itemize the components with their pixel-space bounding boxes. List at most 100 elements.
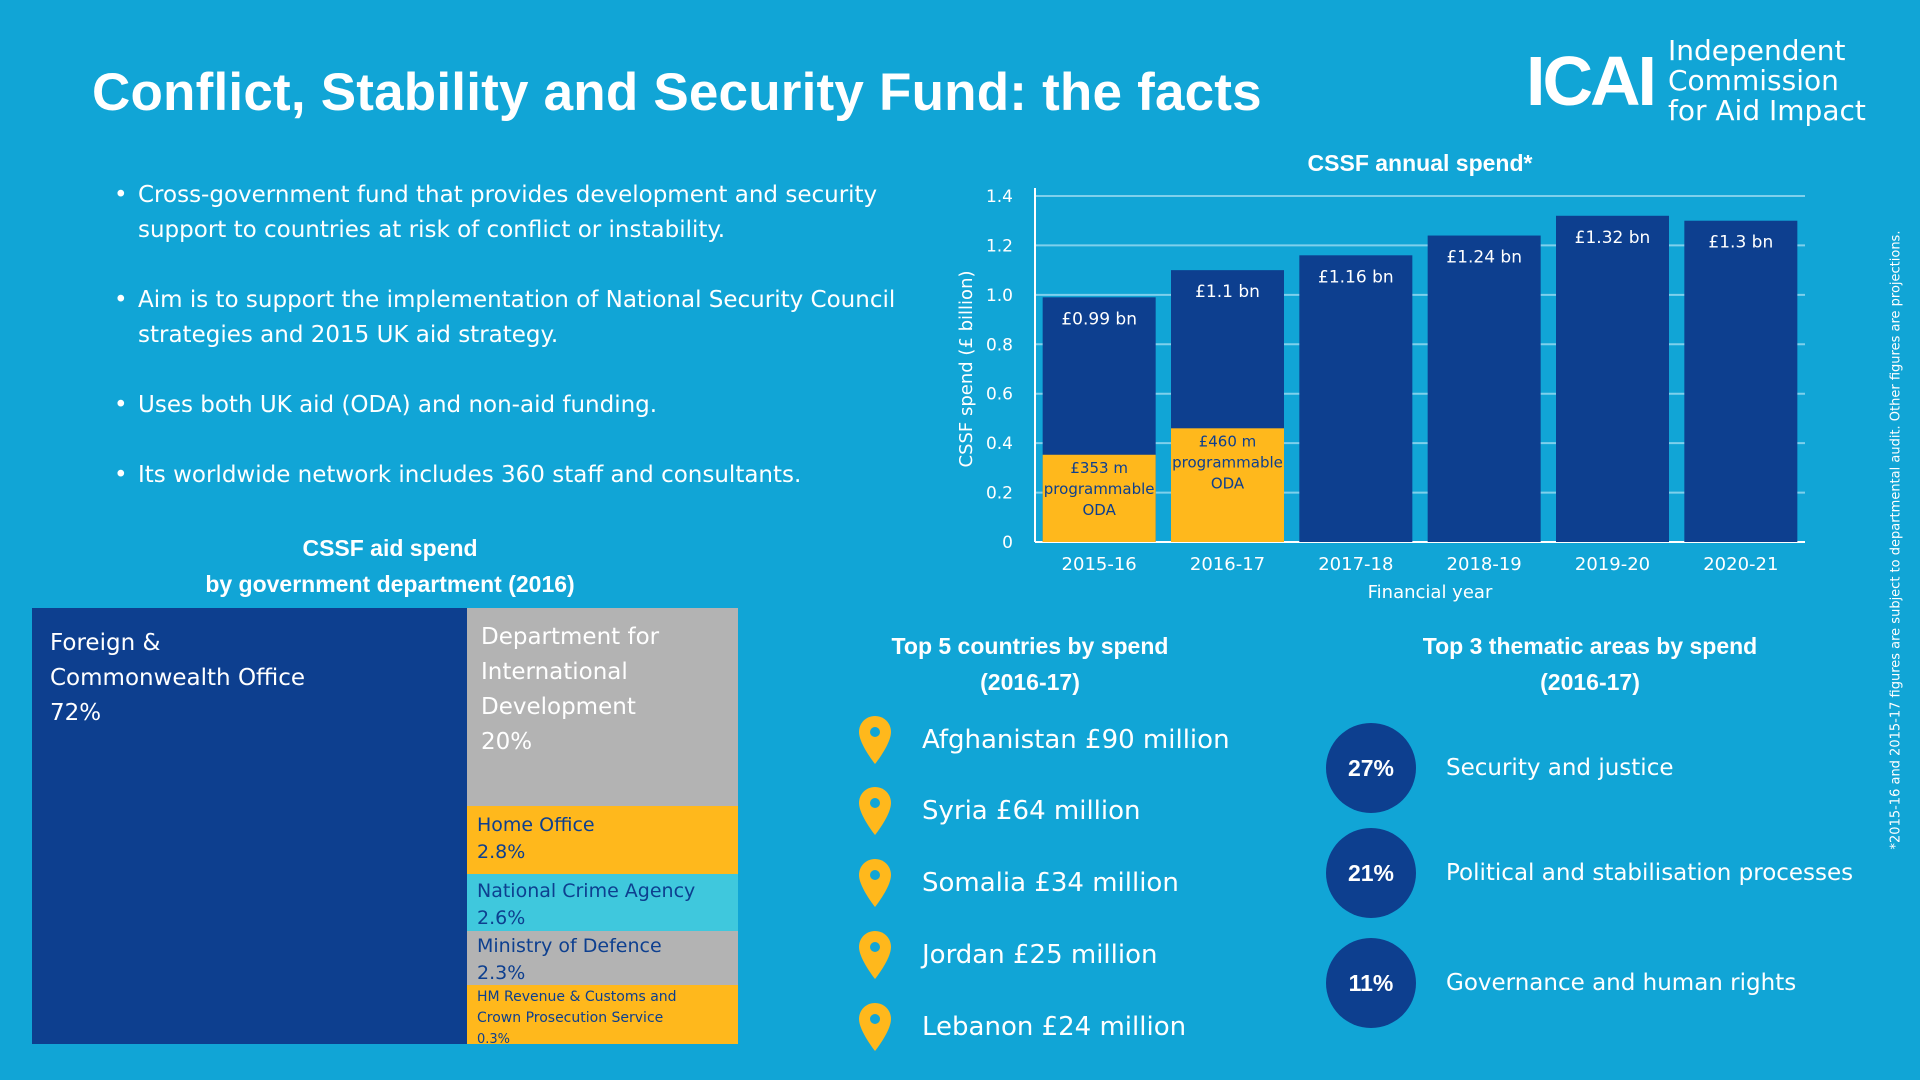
icai-logo-text: Independent Commission for Aid Impact xyxy=(1668,36,1866,126)
treemap-cell-percent: 2.6% xyxy=(477,907,526,929)
y-axis-title: CSSF spend (£ billion) xyxy=(956,271,977,468)
treemap-cell-label: Development xyxy=(481,694,636,720)
treemap-cell: Department for International Development 20… xyxy=(467,608,738,806)
oda-label: programmable xyxy=(1044,480,1155,498)
country-label: Lebanon £24 million xyxy=(922,1012,1187,1042)
oda-label: £460 m xyxy=(1199,432,1257,450)
bar-total xyxy=(1299,255,1413,543)
y-tick-label: 1.2 xyxy=(986,236,1013,256)
treemap-cell-label: Foreign & xyxy=(50,630,161,656)
logo-line: for Aid Impact xyxy=(1668,94,1866,127)
country-item: Syria £64 million xyxy=(858,786,1141,836)
country-item: Afghanistan £90 million xyxy=(858,715,1230,765)
bar-value-label: £0.99 bn xyxy=(1061,309,1137,329)
oda-label: ODA xyxy=(1211,474,1245,492)
themes-title-line: (2016-17) xyxy=(1540,669,1640,695)
treemap-cell-percent: 2.3% xyxy=(477,962,526,984)
countries-title-line: (2016-17) xyxy=(980,669,1080,695)
map-pin-icon xyxy=(859,787,891,835)
bar-value-label: £1.1 bn xyxy=(1195,282,1260,302)
theme-percent-badge: 27% xyxy=(1326,723,1416,813)
treemap-title-line: by government department (2016) xyxy=(205,571,575,597)
theme-label: Political and stabilisation processes xyxy=(1446,860,1854,886)
treemap-cell: HM Revenue & Customs and Crown Prosecutio… xyxy=(467,985,738,1047)
treemap-cell-label: National Crime Agency xyxy=(477,880,696,902)
y-tick-label: 0.4 xyxy=(986,434,1013,454)
treemap-cell: Home Office 2.8% xyxy=(467,806,738,874)
map-pin-icon xyxy=(859,859,891,907)
treemap-cell-label: Home Office xyxy=(477,814,595,836)
bar-total xyxy=(1427,235,1541,542)
bar-programmable-oda xyxy=(1171,428,1284,542)
treemap-cell-label: Department for xyxy=(481,624,660,650)
logo-line: Independent xyxy=(1668,34,1846,67)
y-tick-label: 0.2 xyxy=(986,484,1013,504)
treemap-cell-percent: 20% xyxy=(481,729,533,755)
treemap-cell-percent: 72% xyxy=(50,700,102,726)
fact-item: Uses both UK aid (ODA) and non-aid fundi… xyxy=(110,388,950,423)
treemap-title-line: CSSF aid spend xyxy=(302,535,478,561)
country-label: Syria £64 million xyxy=(922,796,1141,826)
countries-title-line: Top 5 countries by spend xyxy=(891,633,1169,659)
theme-item: 27% Security and justice xyxy=(1326,723,1674,813)
themes-title-line: Top 3 thematic areas by spend xyxy=(1422,633,1758,659)
y-tick-label: 1.4 xyxy=(986,187,1013,207)
treemap-cell-label: Crown Prosecution Service xyxy=(477,1010,664,1026)
y-tick-label: 0.6 xyxy=(986,385,1013,405)
bar-value-label: £1.32 bn xyxy=(1575,228,1651,248)
countries-title: Top 5 countries by spend (2016-17) xyxy=(840,628,1220,700)
theme-item: 11% Governance and human rights xyxy=(1326,938,1796,1028)
oda-label: programmable xyxy=(1172,453,1283,471)
treemap-cell-label: Ministry of Defence xyxy=(477,935,662,957)
bar-value-label: £1.16 bn xyxy=(1318,267,1394,287)
treemap-cell-label: International xyxy=(481,659,628,685)
facts-list: Cross-government fund that provides deve… xyxy=(110,178,950,528)
fact-item: Its worldwide network includes 360 staff… xyxy=(110,458,950,493)
theme-percent-badge: 11% xyxy=(1326,938,1416,1028)
y-tick-label: 0 xyxy=(1002,533,1013,553)
theme-label: Governance and human rights xyxy=(1446,970,1797,996)
country-label: Afghanistan £90 million xyxy=(922,725,1230,755)
fact-item: Aim is to support the implementation of … xyxy=(110,283,950,353)
page-title: Conflict, Stability and Security Fund: t… xyxy=(92,63,1262,122)
bar-total xyxy=(1684,220,1798,542)
chart-title: CSSF annual spend* xyxy=(1307,150,1533,176)
treemap-cell-label: HM Revenue & Customs and xyxy=(477,989,677,1005)
treemap-cell-percent: 0.3% xyxy=(477,1032,511,1047)
department-treemap: Foreign & Commonwealth Office 72% Departmen… xyxy=(32,608,738,1047)
country-item: Lebanon £24 million xyxy=(858,1002,1186,1052)
bar-value-label: £1.3 bn xyxy=(1708,233,1773,253)
x-tick-label: 2018-19 xyxy=(1447,554,1522,575)
map-pin-icon xyxy=(859,931,891,979)
footnote: *2015-16 and 2015-17 figures are subject… xyxy=(1888,230,1904,850)
map-pin-icon xyxy=(859,1003,891,1051)
theme-percent-badge: 21% xyxy=(1326,828,1416,918)
x-tick-label: 2017-18 xyxy=(1318,554,1393,575)
treemap-cell: Ministry of Defence 2.3% xyxy=(467,931,738,985)
bar-total xyxy=(1556,215,1669,542)
treemap-cell: National Crime Agency 2.6% xyxy=(467,874,738,931)
country-item: Somalia £34 million xyxy=(858,858,1179,908)
icai-logo-mark: ICAI xyxy=(1526,42,1657,120)
x-axis-title: Financial year xyxy=(1368,582,1493,603)
y-tick-label: 0.8 xyxy=(986,335,1013,355)
logo-line: Commission xyxy=(1668,64,1839,97)
x-tick-label: 2019-20 xyxy=(1575,554,1650,575)
country-label: Somalia £34 million xyxy=(922,868,1179,898)
x-tick-label: 2016-17 xyxy=(1190,554,1265,575)
icai-logo: ICAI Independent Commission for Aid Impa… xyxy=(1526,36,1866,126)
bar-value-label: £1.24 bn xyxy=(1446,248,1522,268)
treemap-cell: Foreign & Commonwealth Office 72% xyxy=(32,608,467,1044)
map-pin-icon xyxy=(859,716,891,764)
bar-programmable-oda xyxy=(1042,454,1156,542)
y-tick-label: 1.0 xyxy=(986,286,1013,306)
oda-label: £353 m xyxy=(1070,459,1128,477)
x-tick-label: 2020-21 xyxy=(1703,554,1778,575)
theme-label: Security and justice xyxy=(1446,755,1674,781)
country-label: Jordan £25 million xyxy=(922,940,1158,970)
annual-spend-chart: 0 0.2 0.4 0.6 0.8 1.0 1.2 1.4 £353 m programmable… xyxy=(956,187,1805,603)
treemap-cell-label: Commonwealth Office xyxy=(50,665,306,691)
country-item: Jordan £25 million xyxy=(858,930,1158,980)
treemap-cell-percent: 2.8% xyxy=(477,841,526,863)
x-tick-label: 2015-16 xyxy=(1062,554,1137,575)
